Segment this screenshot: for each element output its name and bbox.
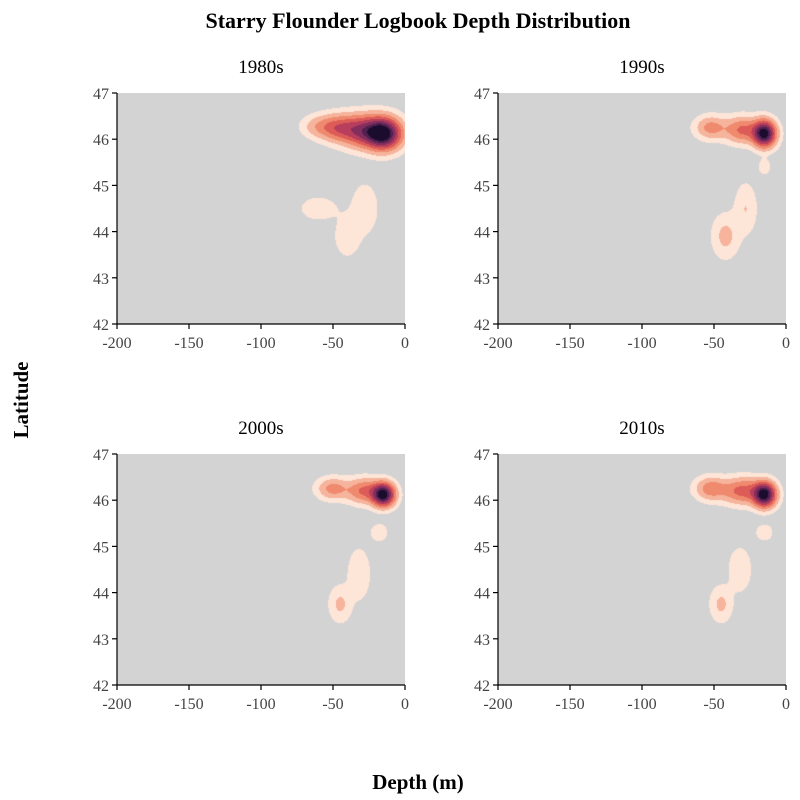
- x-tick-label: -50: [703, 335, 724, 352]
- x-tick-label: 0: [782, 696, 790, 713]
- x-tick-label: -200: [102, 696, 131, 713]
- x-tick-label: -150: [555, 696, 584, 713]
- density-contours: [498, 93, 786, 324]
- x-tick-label: 0: [782, 335, 790, 352]
- x-tick-label: -200: [102, 335, 131, 352]
- y-tick-label: 45: [474, 178, 490, 195]
- y-tick-label: 47: [93, 86, 109, 103]
- x-tick-label: -100: [246, 335, 275, 352]
- y-tick-label: 43: [474, 271, 490, 288]
- density-contours: [117, 454, 405, 685]
- y-tick-label: 42: [93, 317, 109, 334]
- density-contours: [117, 93, 405, 324]
- panel-1: 1990s 42 43 44 45 46 47 -200 -150 -100 -50 0: [474, 57, 790, 352]
- y-tick-label: 47: [93, 447, 109, 464]
- y-tick-label: 42: [93, 678, 109, 695]
- x-tick-label: -150: [174, 335, 203, 352]
- y-tick-label: 42: [474, 678, 490, 695]
- x-tick-label: -150: [555, 335, 584, 352]
- panels-group: 1980s 42 43 44 45 46 47 -200 -150 -100 -50 0 1990s 42…: [93, 57, 790, 713]
- y-tick-label: 46: [474, 132, 490, 149]
- density-contours: [498, 454, 786, 685]
- y-tick-label: 47: [474, 447, 490, 464]
- x-tick-label: -50: [322, 335, 343, 352]
- x-tick-label: 0: [401, 335, 409, 352]
- panel-title: 1990s: [619, 57, 664, 78]
- x-tick-label: -50: [703, 696, 724, 713]
- panel-0: 1980s 42 43 44 45 46 47 -200 -150 -100 -50 0: [93, 57, 409, 352]
- y-tick-label: 44: [93, 586, 109, 603]
- y-tick-label: 45: [474, 539, 490, 556]
- panel-3: 2010s 42 43 44 45 46 47 -200 -150 -100 -50 0: [474, 418, 790, 713]
- panel-title: 2010s: [619, 418, 664, 439]
- x-tick-label: -100: [627, 335, 656, 352]
- x-tick-label: -200: [483, 696, 512, 713]
- x-tick-label: -50: [322, 696, 343, 713]
- panel-2: 2000s 42 43 44 45 46 47 -200 -150 -100 -50 0: [93, 418, 409, 713]
- figure-title: Starry Flounder Logbook Depth Distributi…: [206, 8, 631, 33]
- y-tick-label: 43: [93, 271, 109, 288]
- y-tick-label: 46: [474, 493, 490, 510]
- y-tick-label: 42: [474, 317, 490, 334]
- x-tick-label: -200: [483, 335, 512, 352]
- y-tick-label: 43: [93, 632, 109, 649]
- y-tick-label: 44: [474, 586, 490, 603]
- x-tick-label: -100: [627, 696, 656, 713]
- y-tick-label: 44: [474, 225, 490, 242]
- y-tick-label: 45: [93, 539, 109, 556]
- y-tick-label: 45: [93, 178, 109, 195]
- x-axis-label: Depth (m): [372, 770, 464, 794]
- panel-title: 2000s: [238, 418, 283, 439]
- x-tick-label: -100: [246, 696, 275, 713]
- y-tick-label: 47: [474, 86, 490, 103]
- panel-title: 1980s: [238, 57, 283, 78]
- y-tick-label: 46: [93, 493, 109, 510]
- y-tick-label: 46: [93, 132, 109, 149]
- x-tick-label: 0: [401, 696, 409, 713]
- y-axis-label: Latitude: [9, 361, 33, 438]
- y-tick-label: 43: [474, 632, 490, 649]
- y-tick-label: 44: [93, 225, 109, 242]
- x-tick-label: -150: [174, 696, 203, 713]
